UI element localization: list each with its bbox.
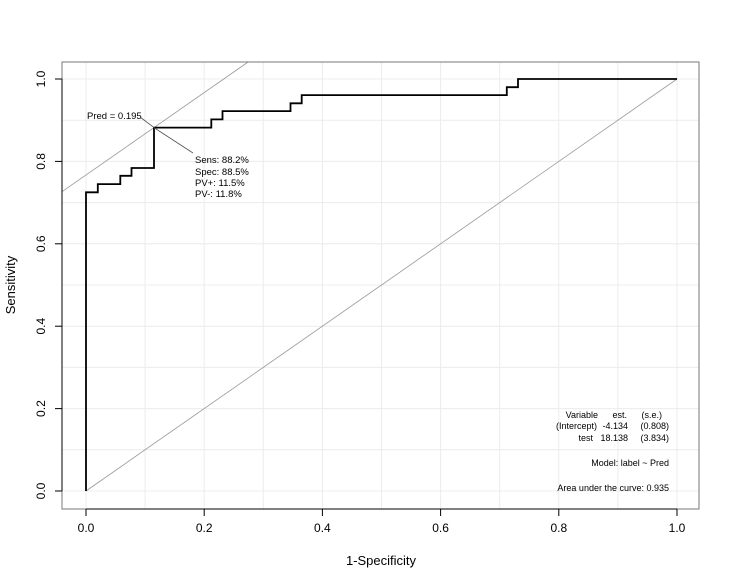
legend-header-est: est. (612, 410, 627, 420)
legend-row-intercept-variable: (Intercept) (556, 421, 597, 431)
x-tick-label: 0.8 (550, 521, 567, 535)
y-tick-label: 0.8 (34, 153, 48, 170)
legend-row-intercept-est: -4.134 (602, 421, 628, 431)
x-tick-label: 1.0 (669, 521, 686, 535)
x-tick-label: 0.6 (432, 521, 449, 535)
legend-row-test-est: 18.138 (600, 433, 628, 443)
legend-row-test-se: (3.834) (640, 433, 669, 443)
legend-model: Model: label ~ Pred (591, 458, 669, 468)
y-tick-label: 1.0 (34, 70, 48, 87)
optimal-label-leader (139, 116, 155, 128)
y-tick-label: 0.4 (34, 318, 48, 335)
y-tick-label: 0.6 (34, 235, 48, 252)
y-tick-label: 0.2 (34, 400, 48, 417)
y-axis-title: Sensitivity (3, 255, 18, 314)
optimal-stat-spec: Spec: 88.5% (195, 167, 249, 178)
optimal-stats-leader (153, 127, 194, 154)
legend-auc: Area under the curve: 0.935 (557, 483, 669, 493)
legend-row-test-variable: test (578, 433, 593, 443)
diagonal-reference-line (85, 78, 678, 492)
roc-curve (85, 78, 677, 491)
x-tick-label: 0.2 (196, 521, 213, 535)
legend-header-se: (s.e.) (641, 410, 662, 420)
x-axis: 0.0 0.2 0.4 0.6 0.8 1.0 (78, 508, 686, 535)
y-tick-label: 0.0 (34, 482, 48, 499)
legend-header-variable: Variable (566, 410, 598, 420)
optimal-stat-sens: Sens: 88.2% (195, 155, 249, 166)
x-tick-label: 0.0 (78, 521, 95, 535)
optimal-stat-pvneg: PV-: 11.8% (195, 189, 242, 200)
optimal-stat-pvpos: PV+: 11.5% (195, 178, 245, 189)
legend-row-intercept-se: (0.808) (640, 421, 669, 431)
optimal-point-annotation: Pred = 0.195 Sens: 88.2% Spec: 88.5% PV+… (87, 111, 249, 200)
x-axis-title: 1-Specificity (346, 553, 417, 568)
series-layer (85, 78, 677, 491)
model-legend: Variable est. (s.e.) (Intercept) -4.134 … (556, 410, 669, 493)
y-axis: 0.0 0.2 0.4 0.6 0.8 1.0 (34, 70, 63, 499)
x-tick-label: 0.4 (314, 521, 331, 535)
optimal-point-label: Pred = 0.195 (87, 111, 142, 122)
